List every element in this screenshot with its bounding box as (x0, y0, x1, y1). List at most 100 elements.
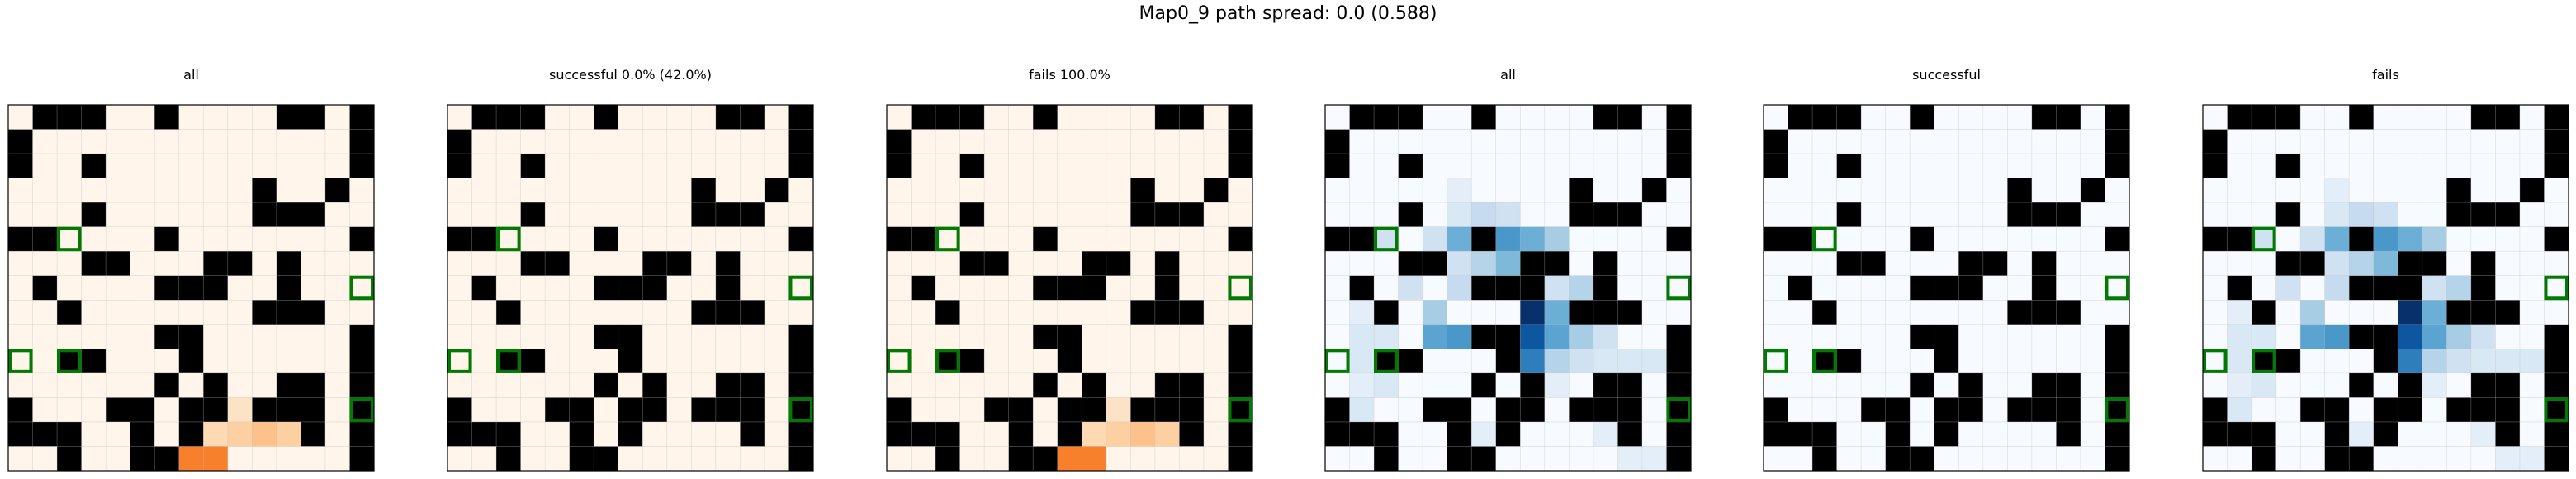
heat-cell (984, 105, 1010, 130)
wall-cell (203, 397, 229, 423)
wall-cell (1569, 178, 1594, 203)
heat-cell (2398, 154, 2423, 178)
heat-cell (1008, 154, 1034, 178)
wall-cell (1082, 397, 1107, 423)
goal-marker (2105, 397, 2129, 422)
heat-cell (1934, 202, 1959, 228)
heat-cell (984, 300, 1010, 325)
heat-cell (1569, 251, 1594, 277)
heat-cell (2080, 349, 2105, 374)
wall-cell (1666, 372, 1692, 398)
heat-cell (1447, 372, 1472, 398)
heat-cell (2080, 251, 2105, 277)
heat-cell (2252, 372, 2276, 398)
heat-cell (1008, 275, 1034, 301)
heat-cell (471, 446, 497, 472)
wall-cell (2203, 226, 2228, 252)
heat-cell (496, 129, 521, 154)
heat-cell (178, 226, 204, 252)
heat-cell (1179, 324, 1205, 349)
heat-cell (1447, 202, 1472, 228)
heat-cell (496, 324, 521, 349)
heat-cell (1447, 154, 1472, 178)
heat-cell (1203, 446, 1229, 472)
heat-cell (1593, 421, 1618, 447)
wall-cell (57, 446, 82, 472)
heat-cell (1982, 202, 2008, 228)
heat-cell (154, 397, 180, 423)
heat-cell (1033, 154, 1058, 178)
wall-cell (715, 397, 741, 423)
heat-cell (569, 154, 594, 178)
heat-cell (2446, 154, 2472, 178)
wall-cell (2080, 178, 2105, 203)
heat-cell (642, 421, 668, 447)
heat-cell (301, 178, 326, 203)
wall-cell (1057, 349, 1082, 374)
wall-cell (203, 275, 229, 301)
panel-title: fails (2372, 67, 2399, 83)
wall-cell (1447, 446, 1472, 472)
wall-cell (520, 349, 546, 374)
heat-cell (1934, 251, 1959, 277)
wall-cell (1033, 372, 1058, 398)
wall-cell (496, 300, 521, 325)
heat-cell (1836, 129, 1862, 154)
heat-cell (1812, 397, 1837, 423)
wall-cell (715, 202, 741, 228)
wall-cell (1179, 397, 1205, 423)
heat-cell (301, 154, 326, 178)
wall-cell (691, 300, 717, 325)
heat-cell (349, 251, 375, 277)
heat-cell (2080, 226, 2105, 252)
heat-cell (1544, 202, 1570, 228)
heat-cell (642, 178, 668, 203)
heat-cell (2398, 178, 2423, 203)
heat-cell (1447, 105, 1472, 130)
wall-cell (2105, 349, 2130, 374)
heat-cell (2275, 300, 2301, 325)
goal-marker (349, 275, 375, 301)
heat-cell (2495, 324, 2521, 349)
heat-cell (1885, 129, 1911, 154)
wall-cell (2105, 372, 2130, 398)
heat-cell (1179, 178, 1205, 203)
heat-cell (1349, 251, 1375, 277)
wall-cell (887, 129, 912, 154)
wall-cell (1836, 251, 1862, 277)
heatmap-panel-5: successful (1763, 67, 2130, 472)
heat-cell (1398, 397, 1423, 423)
goal-marker (788, 397, 814, 422)
wall-cell (301, 372, 326, 398)
heat-cell (2446, 275, 2472, 301)
heat-cell (691, 421, 717, 447)
heat-cell (1179, 154, 1205, 178)
heat-cell (106, 129, 131, 154)
heat-cell (1471, 154, 1497, 178)
heat-cell (520, 324, 546, 349)
goal-marker (1666, 275, 1692, 301)
wall-cell (2422, 251, 2447, 277)
heat-cell (666, 300, 692, 325)
wall-cell (2105, 446, 2130, 472)
heat-cell (2446, 129, 2472, 154)
heat-cell (1958, 105, 1984, 130)
heat-cell (8, 202, 33, 228)
heat-cell (1154, 349, 1180, 374)
wall-cell (2203, 397, 2228, 423)
heat-cell (594, 154, 619, 178)
heat-cell (1423, 129, 1448, 154)
wall-cell (1228, 397, 1253, 423)
wall-cell (154, 226, 180, 252)
heat-cell (1106, 446, 1131, 472)
heat-cell (2446, 446, 2472, 472)
heat-cell (1495, 202, 1521, 228)
heat-cell (1982, 300, 2008, 325)
wall-cell (106, 251, 131, 277)
heat-cell (2080, 421, 2105, 447)
heat-cell (1958, 300, 1984, 325)
heat-cell (1130, 129, 1156, 154)
wall-cell (2300, 251, 2326, 277)
heat-cell (227, 105, 253, 130)
wall-cell (1764, 421, 1788, 447)
